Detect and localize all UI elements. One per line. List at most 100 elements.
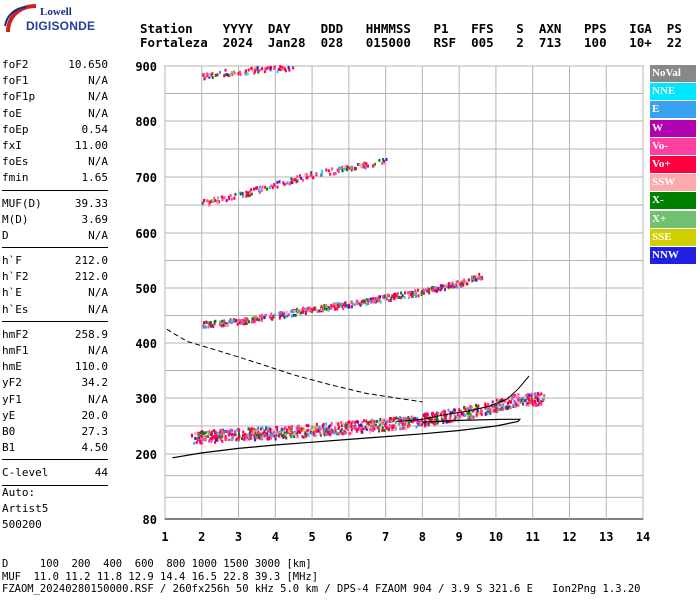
echo-mark <box>369 430 371 434</box>
echo-mark <box>301 435 304 439</box>
echo-mark <box>470 276 473 280</box>
echo-mark <box>393 416 396 420</box>
echo-mark <box>329 172 332 176</box>
echo-mark <box>333 426 336 430</box>
echo-mark <box>231 429 234 432</box>
echo-mark <box>349 432 352 436</box>
echo-mark <box>307 308 310 312</box>
echo-mark <box>397 292 399 295</box>
echo-mark <box>208 439 211 443</box>
echo-mark <box>255 317 258 321</box>
echo-mark <box>392 426 395 430</box>
echo-mark <box>492 407 495 411</box>
echo-mark <box>378 426 381 430</box>
echo-mark <box>529 395 532 399</box>
echo-mark <box>367 422 370 426</box>
footer-file-info: FZAOM_20240280150000.RSF / 260fx256h 50 … <box>2 583 641 595</box>
echo-mark <box>210 324 213 328</box>
echo-mark <box>469 407 472 411</box>
echo-mark <box>435 290 438 294</box>
echo-mark <box>339 166 342 170</box>
echo-mark <box>245 318 248 322</box>
echo-mark <box>450 283 453 287</box>
echo-mark <box>491 404 494 408</box>
echo-mark <box>221 439 224 443</box>
echo-mark <box>250 66 253 70</box>
echo-mark <box>247 427 250 431</box>
echo-mark <box>345 424 348 427</box>
param-value: N/A <box>88 90 108 104</box>
echo-mark <box>229 429 232 433</box>
param-value: 34.2 <box>81 376 109 390</box>
echo-mark <box>370 297 372 301</box>
echo-mark <box>345 431 348 435</box>
echo-mark <box>388 417 391 421</box>
station-header: Station YYYY DAY DDD HHMMSS P1 FFS S AXN… <box>140 22 682 50</box>
echo-mark <box>302 306 305 310</box>
echo-mark <box>442 421 445 425</box>
echo-mark <box>508 400 511 404</box>
echo-mark <box>239 73 242 77</box>
echo-mark <box>201 202 204 206</box>
echo-mark <box>476 409 479 413</box>
echo-mark <box>388 420 391 424</box>
y-tick-label: 500 <box>135 282 157 296</box>
legend-item-vo-: Vo+ <box>650 155 696 173</box>
echo-mark <box>248 193 251 197</box>
param-name: foEs <box>2 155 29 169</box>
echo-mark <box>338 431 341 435</box>
echo-mark <box>489 408 492 412</box>
echo-mark <box>370 424 372 428</box>
echo-mark <box>334 307 337 311</box>
echo-mark <box>444 288 446 292</box>
echo-mark <box>245 194 248 198</box>
echo-mark <box>208 200 211 204</box>
echo-mark <box>527 398 530 401</box>
echo-mark <box>409 293 412 297</box>
param-row: hmE 110.0 <box>2 360 108 376</box>
echo-traces <box>190 65 546 445</box>
echo-mark <box>470 410 473 414</box>
param-value: 1.65 <box>81 171 109 185</box>
echo-mark <box>261 67 264 71</box>
echo-mark <box>286 428 288 432</box>
param-row: M(D) 3.69 <box>2 213 108 229</box>
echo-mark <box>398 422 401 426</box>
echo-mark <box>498 399 501 403</box>
echo-mark <box>539 393 541 397</box>
echo-mark <box>205 325 208 329</box>
echo-mark <box>263 70 266 74</box>
echo-mark <box>217 200 220 204</box>
echo-mark <box>513 395 516 399</box>
echo-mark <box>254 428 257 432</box>
echo-mark <box>354 427 357 431</box>
echo-mark <box>283 431 286 435</box>
echo-mark <box>197 438 199 442</box>
echo-mark <box>424 414 426 418</box>
echo-mark <box>484 411 487 415</box>
echo-mark <box>471 415 474 419</box>
echo-mark <box>408 423 411 427</box>
echo-mark <box>406 421 409 425</box>
echo-mark <box>342 303 345 307</box>
echo-mark <box>256 426 259 430</box>
echo-mark <box>306 432 309 436</box>
echo-mark <box>437 411 440 415</box>
echo-mark <box>258 185 261 189</box>
echo-mark <box>427 423 430 427</box>
echo-mark <box>228 195 230 199</box>
echo-mark <box>385 421 388 425</box>
echo-mark <box>260 317 263 321</box>
echo-mark <box>415 425 418 429</box>
param-value: N/A <box>88 106 108 120</box>
echo-mark <box>538 395 541 399</box>
echo-mark <box>251 69 254 73</box>
autoscaling-info: Auto: Artist5 500200 <box>2 485 48 533</box>
echo-mark <box>405 427 407 431</box>
echo-mark <box>209 437 212 441</box>
echo-mark <box>348 303 350 307</box>
echo-mark <box>310 174 313 178</box>
echo-mark <box>321 169 324 173</box>
echo-mark <box>211 198 214 202</box>
x-tick-label: 6 <box>345 530 352 544</box>
